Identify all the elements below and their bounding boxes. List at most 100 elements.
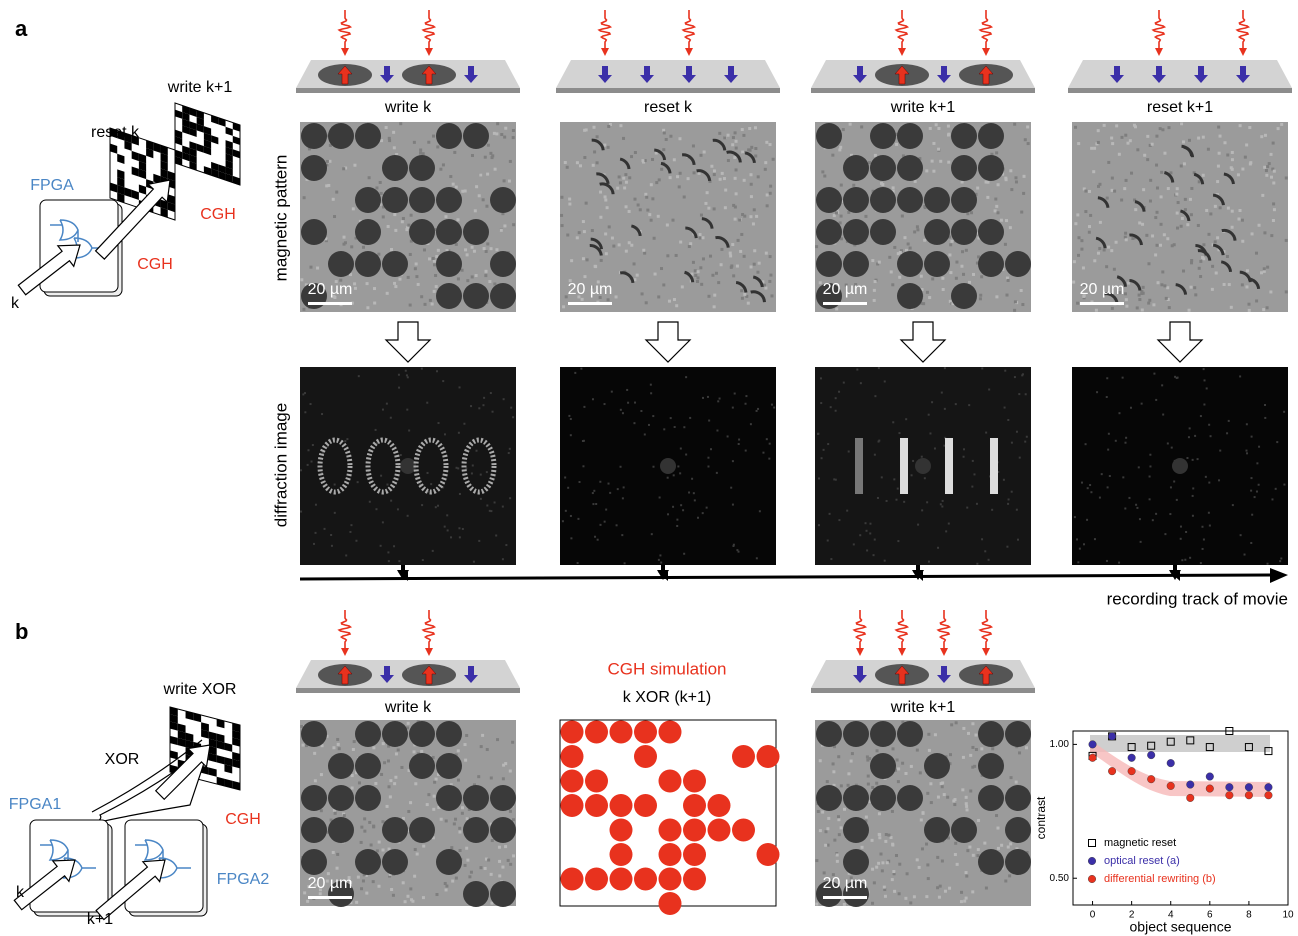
- noise: [747, 302, 750, 305]
- speckle: [773, 407, 775, 409]
- noise: [1103, 248, 1106, 251]
- noise: [994, 209, 997, 212]
- noise: [707, 207, 710, 210]
- domain-dot: [951, 219, 977, 245]
- speckle: [1219, 450, 1221, 452]
- speckle: [334, 512, 336, 514]
- noise: [852, 184, 855, 187]
- speckle: [355, 540, 357, 542]
- speckle: [1208, 482, 1210, 484]
- noise: [1176, 187, 1179, 190]
- speckle: [903, 501, 905, 503]
- laser-pulse: [1153, 10, 1164, 50]
- flow-arrow: [1158, 322, 1202, 362]
- noise: [1113, 268, 1116, 271]
- domain-dot: [355, 219, 381, 245]
- noise: [1226, 255, 1229, 258]
- noise: [956, 863, 959, 866]
- noise: [840, 215, 843, 218]
- scale-bar-label: 20 µm: [823, 875, 868, 892]
- noise: [608, 225, 611, 228]
- noise: [861, 846, 864, 849]
- noise: [439, 168, 442, 171]
- speckle: [829, 513, 831, 515]
- speckle: [599, 481, 601, 483]
- domain-dot: [490, 785, 516, 811]
- noise: [1190, 259, 1193, 262]
- noise: [764, 287, 767, 290]
- speckle: [321, 413, 323, 415]
- speckle: [818, 477, 820, 479]
- speckle: [1122, 476, 1124, 478]
- noise: [1107, 161, 1110, 164]
- noise: [314, 779, 317, 782]
- speckle: [1226, 432, 1228, 434]
- laser-pulse: [339, 10, 350, 50]
- noise: [692, 144, 695, 147]
- domain-dot: [382, 251, 408, 277]
- noise: [1018, 751, 1021, 754]
- noise: [410, 214, 413, 217]
- laser-pulse: [980, 10, 991, 50]
- speckle: [492, 411, 494, 413]
- domain-dot: [382, 155, 408, 181]
- speckle: [820, 402, 822, 404]
- noise: [457, 218, 460, 221]
- noise: [713, 207, 716, 210]
- noise: [962, 727, 965, 730]
- noise: [916, 858, 919, 861]
- noise: [495, 132, 498, 135]
- noise: [743, 255, 746, 258]
- noise: [633, 262, 636, 265]
- noise: [754, 154, 757, 157]
- speckle: [1074, 516, 1076, 518]
- noise: [1120, 136, 1123, 139]
- speckle: [512, 416, 514, 418]
- noise: [388, 137, 391, 140]
- speckle: [471, 472, 473, 474]
- noise: [358, 781, 361, 784]
- magnetic-band: [1090, 735, 1270, 752]
- scale-bar-label: 20 µm: [823, 281, 868, 298]
- noise: [927, 877, 930, 880]
- speckle: [688, 492, 690, 494]
- speckle: [926, 501, 928, 503]
- noise: [360, 841, 363, 844]
- speckle: [444, 433, 446, 435]
- noise: [991, 747, 994, 750]
- speckle: [1173, 480, 1175, 482]
- sim-dot: [757, 745, 780, 768]
- noise: [922, 812, 925, 815]
- domain-dot: [328, 817, 354, 843]
- domain-dot: [951, 155, 977, 181]
- speckle: [1135, 504, 1137, 506]
- speckle: [1203, 539, 1205, 541]
- speckle: [624, 562, 626, 564]
- noise: [623, 186, 626, 189]
- platform-edge: [556, 88, 780, 93]
- noise: [749, 215, 752, 218]
- domain-dot: [382, 849, 408, 875]
- speckle: [1019, 457, 1021, 459]
- domain-dot: [897, 251, 923, 277]
- noise: [618, 243, 621, 246]
- domain-dot: [897, 155, 923, 181]
- noise: [865, 816, 868, 819]
- noise: [750, 183, 753, 186]
- noise: [927, 733, 930, 736]
- noise: [360, 887, 363, 890]
- pulse-arrowhead: [898, 648, 906, 656]
- sim-dot: [659, 721, 682, 744]
- noise: [437, 249, 440, 252]
- noise: [932, 170, 935, 173]
- noise: [509, 770, 512, 773]
- noise: [388, 785, 391, 788]
- speckle: [595, 503, 597, 505]
- speckle: [1197, 458, 1199, 460]
- speckle: [838, 391, 840, 393]
- noise: [486, 242, 489, 245]
- noise: [939, 160, 942, 163]
- noise: [1163, 233, 1166, 236]
- noise: [642, 249, 645, 252]
- noise: [954, 842, 957, 845]
